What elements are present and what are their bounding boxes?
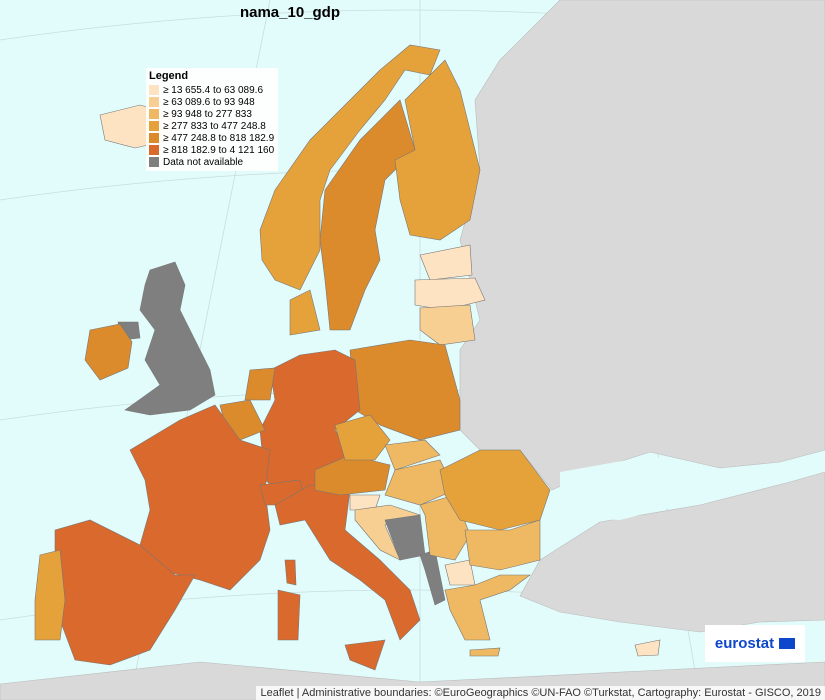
countries <box>34 44 661 671</box>
country <box>289 289 321 336</box>
country <box>469 647 501 657</box>
country <box>464 519 541 571</box>
country <box>244 367 276 401</box>
legend-item: ≥ 13 655.4 to 63 089.6 <box>149 84 274 96</box>
legend-label: ≥ 63 089.6 to 93 948 <box>163 96 255 108</box>
legend-swatch <box>149 85 159 95</box>
country <box>319 99 416 331</box>
country <box>129 404 271 591</box>
country <box>384 459 456 506</box>
country <box>349 339 461 441</box>
country <box>274 484 421 641</box>
country <box>419 304 476 346</box>
legend-item: ≥ 277 833 to 477 248.8 <box>149 120 274 132</box>
legend-title: Legend <box>149 70 189 82</box>
legend-label: ≥ 477 248.8 to 818 182.9 <box>163 132 275 144</box>
country <box>259 44 441 291</box>
legend-swatch <box>149 145 159 155</box>
legend-swatch <box>149 109 159 119</box>
attribution: Leaflet | Administrative boundaries: ©Eu… <box>256 686 825 700</box>
country <box>634 639 661 657</box>
legend-swatch <box>149 97 159 107</box>
country <box>334 414 391 461</box>
legend: Legend ≥ 13 655.4 to 63 089.6 ≥ 63 089.6 … <box>146 68 279 171</box>
legend-item: ≥ 477 248.8 to 818 182.9 <box>149 132 274 144</box>
country <box>344 639 386 671</box>
country <box>284 559 297 586</box>
legend-label: ≥ 13 655.4 to 63 089.6 <box>163 84 264 96</box>
country <box>124 261 216 416</box>
country <box>419 549 446 606</box>
country <box>394 59 481 241</box>
legend-swatch <box>149 157 159 167</box>
legend-label: ≥ 277 833 to 477 248.8 <box>163 120 266 132</box>
country <box>384 439 441 471</box>
legend-label: ≥ 818 182.9 to 4 121 160 <box>163 144 275 156</box>
legend-label: ≥ 93 948 to 277 833 <box>163 108 252 120</box>
legend-item: ≥ 93 948 to 277 833 <box>149 108 274 120</box>
logo-text: eurostat <box>714 635 775 652</box>
eu-flag <box>779 638 796 649</box>
legend-item: ≥ 818 182.9 to 4 121 160 <box>149 144 274 156</box>
legend-swatch <box>149 133 159 143</box>
country <box>84 323 133 381</box>
country <box>414 277 486 311</box>
country <box>444 574 531 641</box>
country <box>277 589 301 641</box>
logo[interactable]: eurostat <box>705 625 805 662</box>
country <box>34 549 66 641</box>
legend-label: Data not available <box>163 156 244 168</box>
map-title: nama_10_gdp <box>239 4 341 21</box>
legend-swatch <box>149 121 159 131</box>
legend-item: Data not available <box>149 156 274 168</box>
legend-item: ≥ 63 089.6 to 93 948 <box>149 96 274 108</box>
country <box>419 244 473 281</box>
